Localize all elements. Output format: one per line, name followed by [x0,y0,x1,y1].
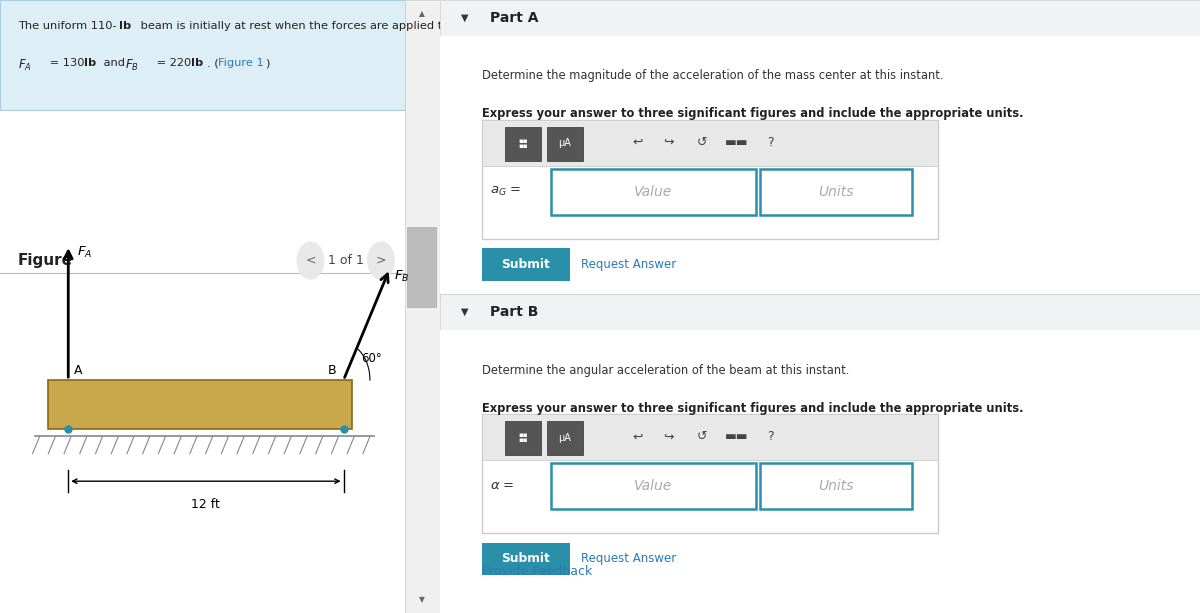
FancyBboxPatch shape [440,36,1200,282]
Text: Provide Feedback: Provide Feedback [482,565,593,578]
FancyBboxPatch shape [440,294,1200,300]
Text: Request Answer: Request Answer [581,258,676,271]
Text: Submit: Submit [502,552,551,565]
FancyBboxPatch shape [760,463,912,509]
FancyBboxPatch shape [440,330,1200,576]
Text: beam is initially at rest when the forces are applied to the cables. Set: beam is initially at rest when the force… [137,21,538,31]
Text: $a_G$ =: $a_G$ = [490,185,521,198]
Text: Determine the angular acceleration of the beam at this instant.: Determine the angular acceleration of th… [482,364,850,376]
Text: Request Answer: Request Answer [581,552,676,565]
Circle shape [298,242,324,279]
Text: lb: lb [84,58,96,68]
Text: = 220: = 220 [154,58,196,68]
FancyBboxPatch shape [482,543,570,575]
FancyBboxPatch shape [440,294,1200,330]
Text: ?: ? [768,430,774,443]
Text: and: and [101,58,130,68]
Text: 60°: 60° [361,352,382,365]
Text: ▪▪
▪▪: ▪▪ ▪▪ [518,432,528,443]
Text: >: > [376,254,386,267]
FancyBboxPatch shape [406,0,440,613]
Text: Express your answer to three significant figures and include the appropriate uni: Express your answer to three significant… [482,402,1024,414]
Text: $F_B$: $F_B$ [125,58,138,74]
FancyBboxPatch shape [505,421,541,455]
Text: . (: . ( [208,58,220,68]
Text: Figure 1: Figure 1 [218,58,264,68]
Text: ▼: ▼ [419,595,425,604]
FancyBboxPatch shape [48,380,353,429]
Text: Value: Value [634,479,672,493]
Text: ?: ? [768,136,774,149]
Text: ): ) [265,58,269,68]
Text: 1 of 1: 1 of 1 [328,254,364,267]
Text: ↩: ↩ [632,430,643,443]
FancyBboxPatch shape [760,169,912,215]
Text: A: A [74,364,83,377]
Text: lb: lb [191,58,203,68]
Text: ↺: ↺ [697,136,708,149]
Text: Units: Units [818,479,854,493]
Text: = 130: = 130 [47,58,89,68]
Text: ▬▬: ▬▬ [725,136,749,149]
Text: ▬▬: ▬▬ [725,430,749,443]
FancyBboxPatch shape [482,414,938,460]
Text: ▲: ▲ [419,9,425,18]
FancyBboxPatch shape [407,227,436,306]
Text: Units: Units [818,185,854,199]
FancyBboxPatch shape [0,0,406,110]
Text: ↪: ↪ [664,136,673,149]
FancyBboxPatch shape [482,120,938,166]
FancyBboxPatch shape [547,127,583,161]
Text: 12 ft: 12 ft [192,498,221,511]
Text: lb: lb [119,21,131,31]
Text: ▼: ▼ [461,307,468,317]
Text: $F_A$: $F_A$ [18,58,31,74]
FancyBboxPatch shape [547,421,583,455]
Text: <: < [305,254,316,267]
Text: The uniform 110-: The uniform 110- [18,21,116,31]
Text: Part B: Part B [490,305,538,319]
Text: B: B [328,364,337,377]
Text: ▪▪
▪▪: ▪▪ ▪▪ [518,138,528,149]
Text: $\alpha$ =: $\alpha$ = [490,479,515,492]
Text: μΑ: μΑ [558,433,571,443]
Text: $F_A$: $F_A$ [77,245,92,261]
FancyBboxPatch shape [482,248,570,281]
Text: Express your answer to three significant figures and include the appropriate uni: Express your answer to three significant… [482,107,1024,120]
FancyBboxPatch shape [505,127,541,161]
Text: Determine the magnitude of the acceleration of the mass center at this instant.: Determine the magnitude of the accelerat… [482,69,943,82]
Circle shape [367,242,394,279]
Text: Figure: Figure [18,253,73,268]
Text: ↺: ↺ [697,430,708,443]
FancyBboxPatch shape [551,169,756,215]
Text: μΑ: μΑ [558,139,571,148]
FancyBboxPatch shape [440,0,1200,36]
FancyBboxPatch shape [482,120,938,239]
Text: Part A: Part A [490,11,539,25]
Text: Submit: Submit [502,258,551,271]
Text: $F_B$: $F_B$ [394,268,409,284]
Text: ↩: ↩ [632,136,643,149]
Text: ▼: ▼ [461,13,468,23]
Text: Value: Value [634,185,672,199]
Text: ↪: ↪ [664,430,673,443]
FancyBboxPatch shape [551,463,756,509]
FancyBboxPatch shape [482,414,938,533]
